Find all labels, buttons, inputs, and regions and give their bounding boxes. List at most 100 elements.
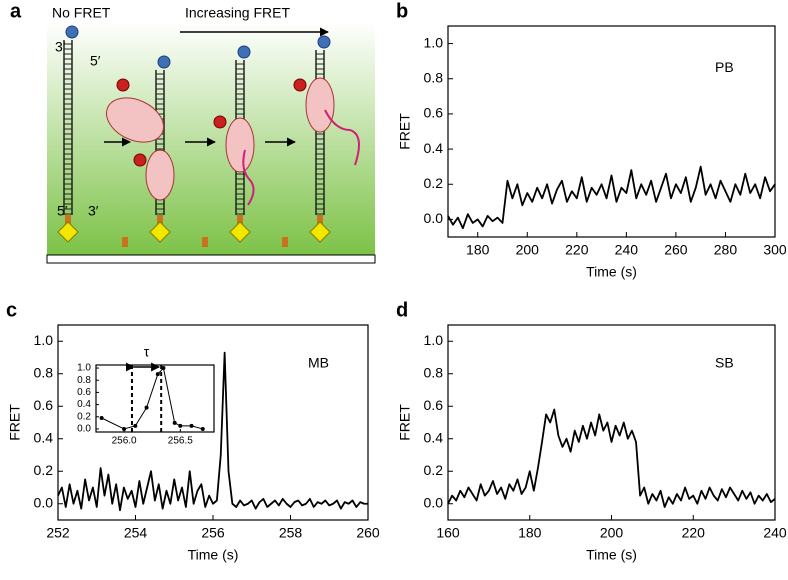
plot-frame	[447, 25, 776, 238]
y-axis-label: FRET	[397, 404, 413, 441]
point	[161, 366, 166, 371]
x-tick-label: 260	[356, 525, 380, 541]
point	[178, 423, 183, 428]
x-tick-label: 260	[664, 242, 688, 258]
point	[172, 420, 177, 425]
x-tick-label: 240	[615, 242, 639, 258]
y-tick-label: 0.4	[34, 429, 54, 445]
anchor	[309, 221, 331, 243]
annotation: PB	[715, 59, 734, 75]
y-tick-label: 0.2	[77, 411, 91, 422]
dye	[133, 153, 147, 167]
y-tick-label: 1.0	[424, 332, 444, 348]
x-tick-label: 220	[565, 242, 589, 258]
dna-drawing	[57, 25, 360, 247]
anchor	[229, 221, 251, 243]
x-tick-label: 300	[763, 242, 787, 258]
x-tick-label: 240	[763, 525, 787, 541]
end-label: 3′	[55, 39, 66, 55]
diagram-label: Increasing FRET	[185, 5, 290, 21]
annotation: MB	[308, 355, 329, 371]
x-tick-label: 160	[436, 525, 460, 541]
dye	[293, 78, 307, 92]
anchor	[149, 221, 171, 243]
y-tick-label: 0.2	[34, 462, 54, 478]
y-tick-label: 0.8	[77, 375, 91, 386]
end-label: 5′	[57, 203, 68, 219]
y-tick-label: 0.8	[424, 364, 444, 380]
y-tick-label: 0.2	[424, 175, 444, 191]
point	[133, 423, 138, 428]
dye	[116, 78, 130, 92]
x-tick-label: 252	[46, 525, 70, 541]
linker	[282, 237, 288, 247]
x-axis-label: Time (s)	[188, 547, 239, 563]
dye	[157, 55, 171, 69]
x-tick-label: 258	[279, 525, 303, 541]
y-tick-label: 0.6	[34, 397, 54, 413]
x-tick-label: 254	[124, 525, 148, 541]
diagram-label: No FRET	[52, 5, 111, 21]
annotation: τ	[144, 344, 150, 360]
panel-label: a	[10, 0, 22, 22]
x-tick-label: 200	[516, 242, 540, 258]
trace	[447, 165, 776, 230]
linker	[157, 215, 163, 227]
trace	[447, 408, 776, 508]
y-tick-label: 0.4	[424, 429, 444, 445]
anchor	[57, 221, 79, 243]
protein	[305, 77, 335, 133]
panel-label: d	[396, 299, 408, 321]
x-tick-label: 220	[682, 525, 706, 541]
y-tick-label: 0.0	[34, 494, 54, 510]
y-tick-label: 0.6	[77, 387, 91, 398]
point	[144, 405, 149, 410]
linker	[202, 237, 208, 247]
x-axis-label: Time (s)	[586, 547, 637, 563]
y-axis-label: FRET	[7, 404, 23, 441]
linker	[122, 237, 128, 247]
x-tick-label: 280	[714, 242, 738, 258]
y-tick-label: 1.0	[424, 34, 444, 50]
surface	[46, 254, 376, 264]
y-tick-label: 0.2	[424, 462, 444, 478]
linker	[65, 215, 71, 227]
y-tick-label: 0.0	[424, 494, 444, 510]
end-label: 5′	[90, 53, 101, 69]
trace	[57, 351, 368, 512]
y-tick-label: 0.6	[424, 397, 444, 413]
point	[122, 426, 127, 431]
panel-label: c	[6, 299, 17, 321]
x-tick-label: 256	[201, 525, 225, 541]
y-tick-label: 0.8	[424, 69, 444, 85]
panel-label: b	[396, 0, 408, 22]
x-axis-label: Time (s)	[586, 264, 637, 280]
dye	[237, 45, 251, 59]
y-tick-label: 0.0	[424, 210, 444, 226]
y-tick-label: 0.4	[424, 140, 444, 156]
y-tick-label: 0.6	[424, 105, 444, 121]
x-tick-label: 180	[518, 525, 542, 541]
linker	[317, 215, 323, 227]
point	[155, 372, 160, 377]
x-tick-label: 180	[466, 242, 490, 258]
dye	[213, 115, 227, 129]
point	[200, 426, 205, 431]
peptide	[242, 149, 255, 206]
point	[99, 415, 104, 420]
x-tick-label: 256.0	[112, 436, 137, 447]
diagram: a No FRET Increasing FRET 3′ 5′ 5′ 3′	[10, 0, 376, 264]
inset-frame	[95, 364, 215, 433]
protein	[145, 149, 175, 201]
dye	[65, 25, 79, 39]
trace	[101, 367, 203, 430]
y-tick-label: 0.0	[77, 424, 91, 435]
x-tick-label: 200	[600, 525, 624, 541]
point	[189, 423, 194, 428]
y-tick-label: 0.8	[34, 364, 54, 380]
y-axis-label: FRET	[397, 113, 413, 150]
peptide	[324, 109, 360, 166]
